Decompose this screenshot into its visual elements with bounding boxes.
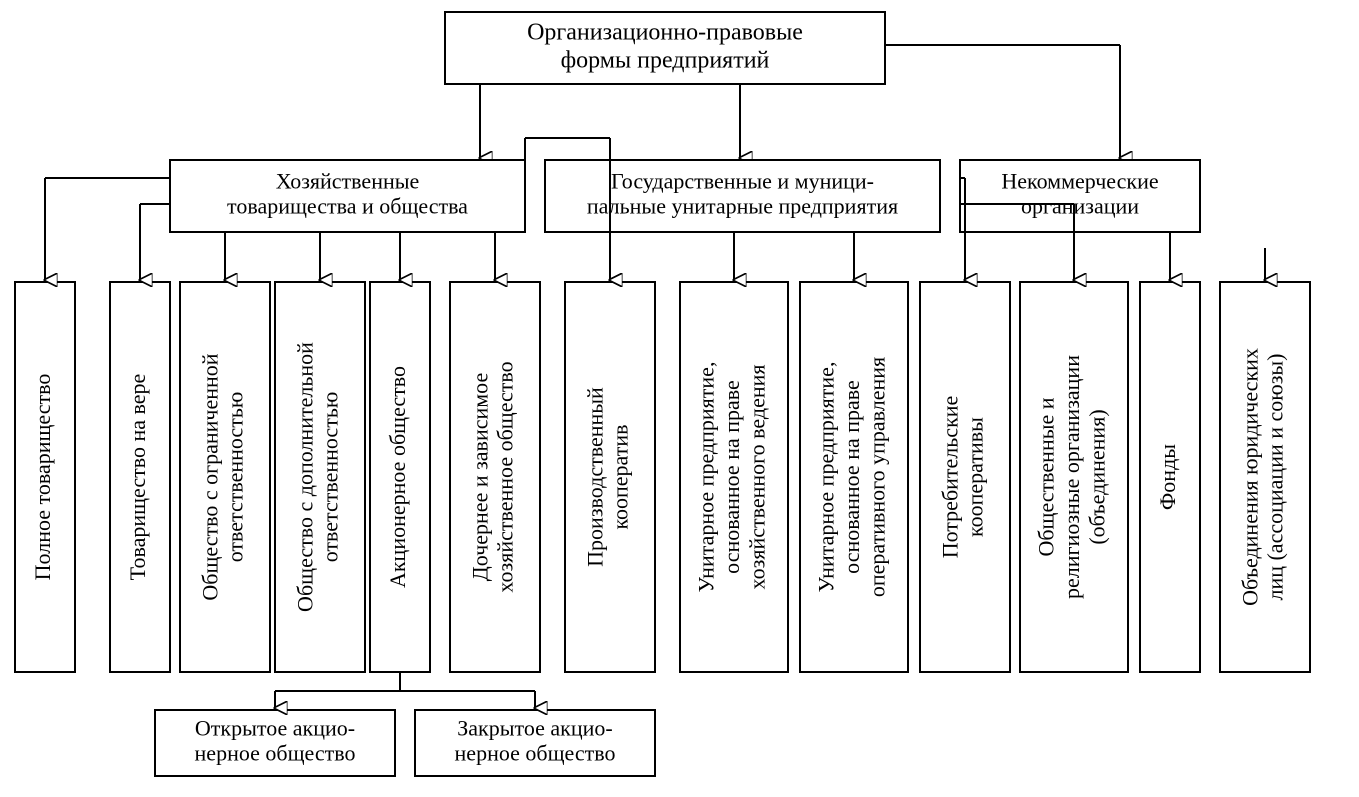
bottom-b1-label: Открытое акцио- (195, 715, 355, 740)
leaf-l8: Унитарное предприятие,основанное на прав… (680, 282, 788, 672)
leaf-l2: Товарищество на вере (110, 282, 170, 672)
bottom-b2: Закрытое акцио-нерное общество (415, 710, 655, 776)
leaf-l8-label: хозяйственного ведения (744, 364, 769, 589)
leaf-l11: Общественные ирелигиозные организации(об… (1020, 282, 1128, 672)
mid-m3-label: организации (1021, 194, 1139, 219)
leaf-l2-label: Товарищество на вере (125, 374, 150, 581)
bottom-b1-label: нерное общество (195, 741, 356, 766)
leaf-l10: Потребительскиекооперативы (920, 282, 1010, 672)
leaf-l13-label: Объединения юридических (1237, 348, 1262, 606)
leaf-l3-label: ответственностью (223, 392, 248, 563)
leaf-l7-label: кооператив (608, 424, 633, 529)
mid-m2-label: Государственные и муници- (611, 168, 874, 193)
leaf-l7: Производственныйкооператив (565, 282, 655, 672)
mid-m2-label: пальные унитарные предприятия (587, 194, 898, 219)
leaf-l11-label: религиозные организации (1059, 355, 1084, 599)
leaf-l7-label: Производственный (582, 387, 607, 567)
leaf-l13-label: лиц (ассоциации и союзы) (1263, 353, 1288, 600)
leaf-l9: Унитарное предприятие,основанное на прав… (800, 282, 908, 672)
mid-m1-label: товарищества и общества (227, 194, 468, 219)
leaf-l10-label: кооперативы (963, 417, 988, 537)
mid-m1: Хозяйственныетоварищества и общества (170, 160, 525, 232)
leaf-l3-label: Общество с ограниченной (197, 353, 222, 600)
leaf-l9-label: основанное на праве (839, 380, 864, 574)
leaf-l4: Общество с дополнительнойответственность… (275, 282, 365, 672)
mid-m1-label: Хозяйственные (276, 168, 420, 193)
leaf-l11-label: (объединения) (1084, 409, 1109, 544)
leaf-l9-label: оперативного управления (864, 357, 889, 597)
leaf-l5: Акционерное общество (370, 282, 430, 672)
leaf-l1-label: Полное товарищество (30, 374, 55, 581)
leaf-l12-label: Фонды (1155, 444, 1180, 510)
root-node: Организационно-правовыеформы предприятий (445, 12, 885, 84)
leaf-l6-label: Дочернее и зависимое (467, 373, 492, 581)
leaf-l8-label: основанное на праве (719, 380, 744, 574)
leaf-l9-label: Унитарное предприятие, (814, 362, 839, 593)
mid-m2: Государственные и муници-пальные унитарн… (545, 160, 940, 232)
root-node-label: Организационно-правовые (527, 20, 803, 46)
root-node-label: формы предприятий (561, 47, 770, 73)
leaf-l1: Полное товарищество (15, 282, 75, 672)
leaf-l11-label: Общественные и (1034, 397, 1059, 556)
leaf-l5-label: Акционерное общество (385, 366, 410, 588)
mid-m3-label: Некоммерческие (1001, 168, 1158, 193)
bottom-b2-label: Закрытое акцио- (457, 715, 612, 740)
leaf-l3: Общество с ограниченнойответственностью (180, 282, 270, 672)
leaf-l10-label: Потребительские (937, 396, 962, 559)
leaf-l6-label: хозяйственное общество (493, 361, 518, 592)
leaf-l6: Дочернее и зависимоехозяйственное общест… (450, 282, 540, 672)
bottom-b1: Открытое акцио-нерное общество (155, 710, 395, 776)
leaf-l12: Фонды (1140, 282, 1200, 672)
bottom-b2-label: нерное общество (455, 741, 616, 766)
leaf-l4-label: ответственностью (318, 392, 343, 563)
leaf-l13: Объединения юридическихлиц (ассоциации и… (1220, 282, 1310, 672)
mid-m3: Некоммерческиеорганизации (960, 160, 1200, 232)
leaf-l4-label: Общество с дополнительной (292, 342, 317, 612)
leaf-l8-label: Унитарное предприятие, (694, 362, 719, 593)
